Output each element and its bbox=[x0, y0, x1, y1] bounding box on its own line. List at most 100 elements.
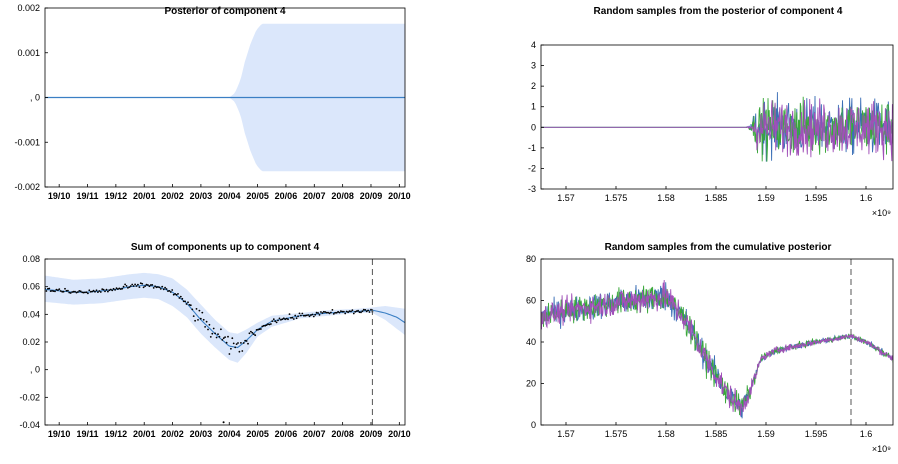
data-point bbox=[148, 285, 151, 288]
data-point bbox=[178, 297, 181, 299]
data-point bbox=[325, 311, 328, 314]
data-point bbox=[138, 286, 141, 288]
data-point bbox=[291, 316, 294, 319]
x-tick-label: 1.575 bbox=[605, 429, 628, 439]
data-point bbox=[347, 311, 349, 314]
data-point bbox=[278, 317, 281, 320]
data-point bbox=[135, 285, 138, 287]
data-point bbox=[84, 291, 86, 294]
data-point bbox=[124, 283, 126, 286]
data-point bbox=[81, 291, 84, 294]
y-tick-label: 0 bbox=[531, 420, 536, 430]
data-point bbox=[362, 308, 365, 311]
data-point bbox=[158, 286, 161, 289]
y-tick-label: , 0 bbox=[30, 93, 40, 103]
data-point bbox=[121, 287, 124, 290]
x-tick-label: 20/07 bbox=[303, 429, 326, 439]
x-tick-label: 20/09 bbox=[360, 429, 383, 439]
x-tick-label: 20/08 bbox=[331, 191, 354, 201]
data-point bbox=[98, 290, 101, 292]
data-point bbox=[241, 350, 244, 352]
y-tick-label: -0.04 bbox=[19, 420, 40, 430]
y-tick-label: -2 bbox=[528, 163, 536, 173]
data-point bbox=[209, 336, 212, 338]
data-point bbox=[75, 291, 78, 294]
x-tick-label: 1.6 bbox=[860, 193, 873, 203]
x-tick-label: 20/07 bbox=[303, 191, 326, 201]
data-point bbox=[115, 287, 118, 290]
data-point bbox=[334, 311, 337, 314]
y-tick-label: -3 bbox=[528, 184, 536, 194]
x-tick-label: 1.6 bbox=[860, 429, 873, 439]
data-point bbox=[132, 285, 135, 287]
data-point bbox=[275, 321, 278, 324]
data-point bbox=[238, 350, 241, 353]
x-tick-label: 20/01 bbox=[133, 429, 156, 439]
data-point bbox=[147, 284, 149, 286]
data-point bbox=[312, 315, 315, 318]
subplot-4: Random samples from the cumulative poste… bbox=[526, 242, 894, 454]
x-tick-label: 1.575 bbox=[605, 193, 628, 203]
data-point bbox=[320, 311, 322, 313]
data-point bbox=[342, 310, 345, 313]
data-point bbox=[357, 309, 359, 312]
data-point bbox=[345, 310, 348, 313]
data-point bbox=[82, 291, 85, 294]
data-point bbox=[252, 333, 255, 335]
data-point bbox=[331, 309, 334, 311]
data-point bbox=[48, 287, 51, 290]
data-point bbox=[354, 310, 357, 313]
data-point bbox=[225, 341, 228, 344]
data-point bbox=[174, 293, 177, 295]
data-point bbox=[139, 282, 142, 285]
plot-area bbox=[45, 272, 405, 424]
y-tick-label: 0.001 bbox=[17, 48, 40, 58]
data-point bbox=[281, 318, 284, 321]
y-tick-label: -0.001 bbox=[14, 137, 40, 147]
data-point bbox=[330, 311, 332, 314]
data-point bbox=[62, 290, 65, 293]
data-point bbox=[332, 313, 335, 315]
data-point bbox=[307, 314, 309, 316]
data-point bbox=[151, 284, 154, 286]
data-point bbox=[262, 324, 265, 327]
data-point bbox=[301, 312, 304, 315]
data-point bbox=[272, 318, 275, 321]
data-point bbox=[109, 288, 112, 291]
data-point bbox=[162, 288, 165, 291]
data-point bbox=[87, 292, 89, 295]
data-point bbox=[311, 313, 314, 316]
data-point bbox=[184, 300, 187, 303]
data-point bbox=[358, 311, 361, 314]
data-point bbox=[261, 325, 264, 328]
data-point bbox=[89, 290, 92, 293]
x-tick-label: 19/10 bbox=[48, 429, 71, 439]
data-point bbox=[351, 309, 354, 312]
x-tick-label: 20/10 bbox=[388, 429, 411, 439]
x-tick-label: 19/11 bbox=[77, 429, 99, 439]
data-point bbox=[338, 311, 341, 314]
data-point bbox=[72, 290, 75, 293]
y-tick-label: 0.08 bbox=[22, 254, 40, 264]
data-point bbox=[360, 311, 362, 314]
data-point bbox=[105, 288, 108, 291]
y-tick-label: 60 bbox=[526, 296, 536, 306]
data-point bbox=[302, 314, 305, 317]
data-point bbox=[300, 314, 302, 317]
data-point bbox=[245, 340, 248, 342]
x-tick-label: 20/04 bbox=[218, 191, 241, 201]
data-point bbox=[51, 290, 53, 292]
data-point bbox=[322, 310, 325, 313]
data-point bbox=[54, 290, 56, 293]
data-point bbox=[267, 323, 269, 326]
data-point bbox=[244, 339, 247, 342]
data-point bbox=[95, 289, 98, 292]
data-point bbox=[315, 311, 318, 314]
y-tick-label: 40 bbox=[526, 337, 536, 347]
data-point bbox=[287, 318, 289, 321]
x-tick-label: 20/05 bbox=[246, 191, 269, 201]
data-point bbox=[211, 332, 214, 335]
data-point bbox=[327, 311, 329, 314]
x-tick-label: 20/03 bbox=[190, 429, 213, 439]
data-point bbox=[250, 330, 252, 333]
